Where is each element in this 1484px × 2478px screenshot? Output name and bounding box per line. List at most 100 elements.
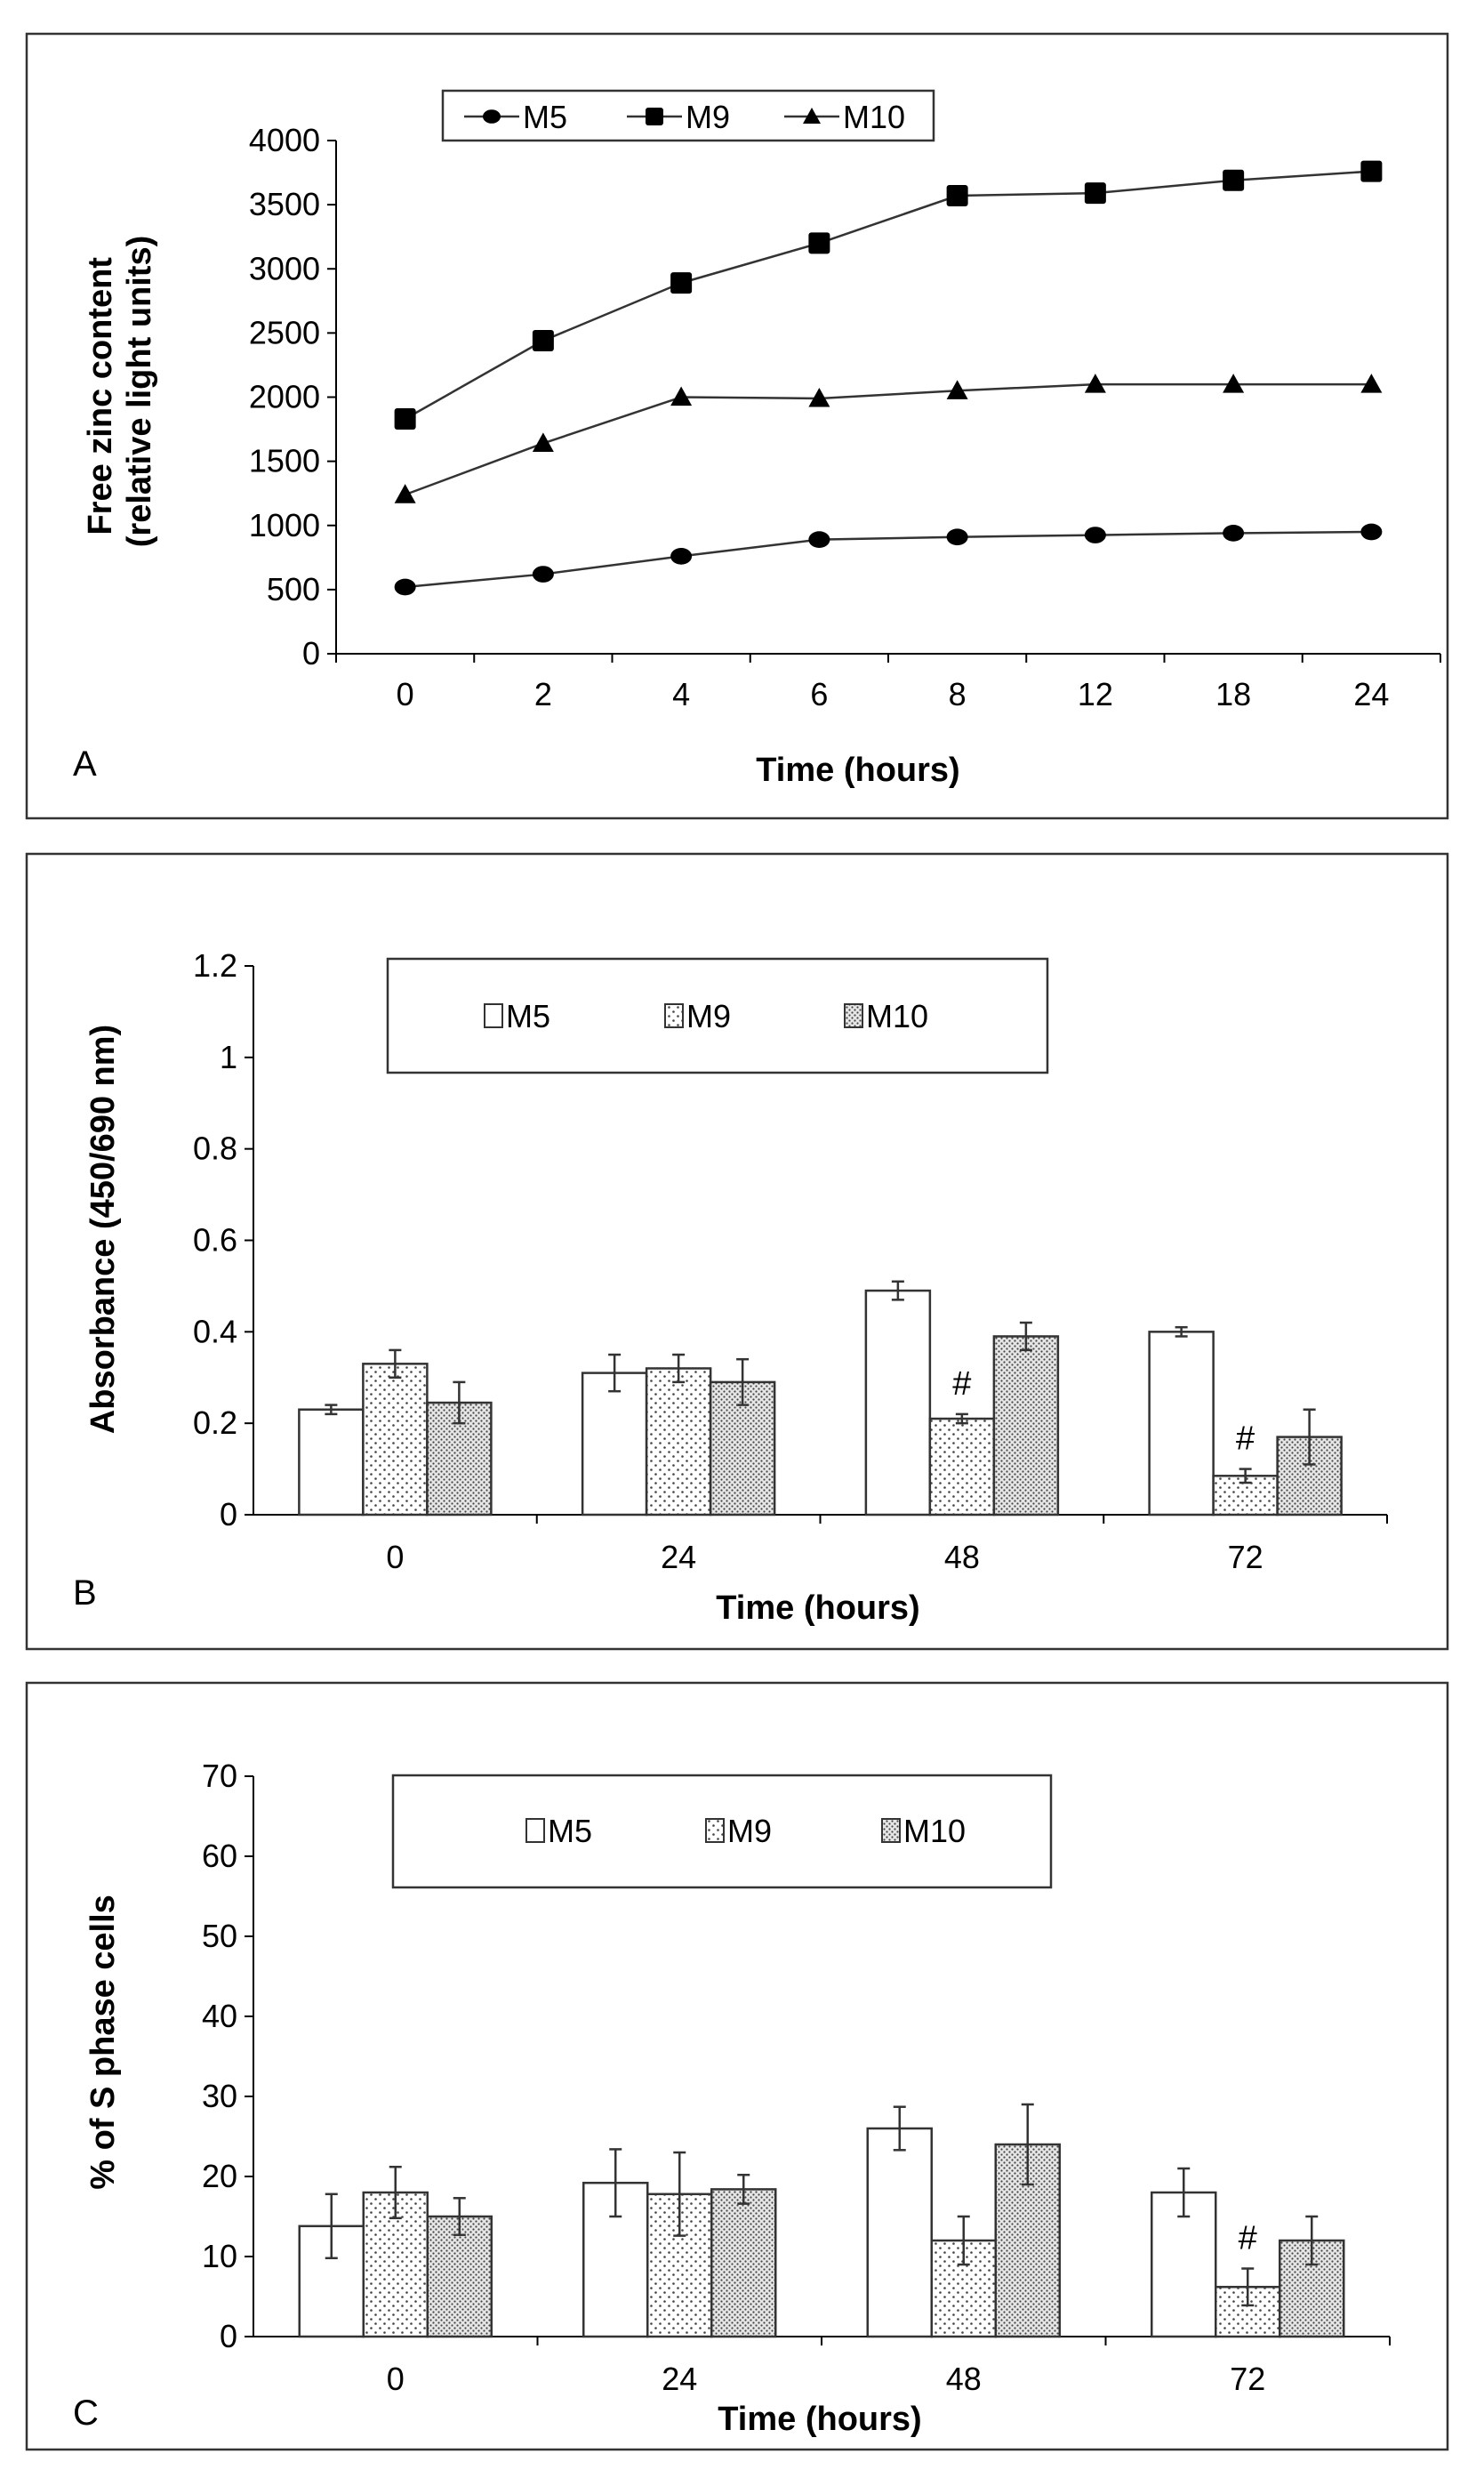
panel-a-ytick-label-2500: 2500 [249, 314, 320, 350]
panel-a-frame [25, 32, 1449, 820]
panel-a-m10-point-24 [1360, 374, 1383, 393]
panel-a-label: A [73, 744, 97, 784]
panel-b-m5-bar-24 [581, 1372, 648, 1517]
panel-c-m5-bar-48 [866, 2127, 933, 2338]
panel-a-m5-point-6 [808, 531, 830, 548]
panel-c-legend-m9-swatch [705, 1818, 725, 1843]
panel-a-m9-point-2 [532, 330, 554, 352]
panel-b-xlabel: Time (hours) [716, 1589, 919, 1627]
panel-c-xtick-label-72: 72 [1230, 2361, 1265, 2397]
panel-a-ytick-label-1500: 1500 [249, 443, 320, 479]
panel-b-m10-bar-48 [992, 1335, 1060, 1517]
panel-a-xtick-label-24: 24 [1353, 676, 1389, 712]
panel-a-legend: M5 M9 M10 [441, 89, 935, 142]
panel-c-ytick-label-40: 40 [202, 1998, 237, 2034]
panel-a-xtick-label-8: 8 [949, 676, 967, 712]
panel-a-m5-point-18 [1223, 525, 1245, 542]
panel-b-legend-items: M5 M9 M10 [484, 998, 928, 1034]
panel-b-m9-bar-48 [928, 1417, 996, 1517]
panel-c-ytick-label-30: 30 [202, 2078, 237, 2114]
panel-b-plot: 0 0.2 0.4 0.6 0.8 1 1.2 0 24 48 72 # # [193, 947, 1388, 1575]
panel-a-legend-m9-marker [646, 108, 663, 125]
panel-b-annotation-72: # [1236, 1420, 1255, 1458]
panel-a-m10-point-12 [1084, 374, 1106, 393]
panel-a-legend-m10-marker [803, 108, 821, 124]
panel-b-xtick-label-72: 72 [1228, 1539, 1263, 1575]
panel-a-xtick-label-12: 12 [1078, 676, 1113, 712]
panel-a-m5-point-12 [1084, 527, 1106, 543]
panel-c-m10-bar-24 [710, 2188, 777, 2338]
panel-a-m10-point-4 [670, 386, 693, 406]
panel-a-m9-point-8 [946, 185, 968, 207]
panel-b-legend-m9-swatch [664, 1003, 684, 1028]
panel-b-m5-bar-72 [1148, 1331, 1215, 1517]
panel-a-m5-line [405, 530, 1372, 589]
panel-a-m9-point-12 [1084, 182, 1106, 205]
panel-a-ytick-label-1000: 1000 [249, 507, 320, 543]
panel-a-m5-point-0 [394, 578, 416, 596]
panel-a-xtick-label-2: 2 [534, 676, 552, 712]
panel-a-ytick-label-3500: 3500 [249, 186, 320, 222]
panel-a-legend-m5-marker [483, 109, 501, 124]
panel-b-legend-m5-swatch [484, 1003, 503, 1028]
panel-a-m5-point-4 [670, 548, 693, 565]
panel-a-legend-box [441, 89, 935, 142]
panel-a-m10-point-18 [1223, 374, 1245, 393]
panel-c-legend-m10-label: M10 [903, 1813, 966, 1849]
panel-c-ylabel: % of S phase cells [84, 1895, 122, 2190]
panel-c-label: C [73, 2394, 99, 2433]
panel-a-ylabel-line1: Free zinc content [82, 257, 119, 535]
panel-c: 0 10 20 30 40 50 60 70 0 24 48 72 # C Time (hours) %… [25, 1681, 1449, 2451]
panel-a-ytick-label-2000: 2000 [249, 379, 320, 415]
panel-b-annotation-48: # [952, 1365, 971, 1403]
panel-c-legend: M5 M9 M10 [391, 1774, 1053, 1889]
panel-c-legend-m9-label: M9 [727, 1813, 772, 1849]
panel-a-xtick-label-6: 6 [810, 676, 828, 712]
panel-b-m9-bar-0 [362, 1363, 429, 1517]
panel-c-xtick-label-24: 24 [662, 2361, 697, 2397]
panel-a-m10-point-8 [946, 380, 968, 399]
panel-b-m9-bar-24 [645, 1367, 712, 1517]
panel-a-xtick-label-0: 0 [397, 676, 414, 712]
panel-a-m5-point-2 [532, 566, 554, 583]
panel-b-ytick-label-0: 0 [220, 1496, 237, 1533]
panel-b-xtick-label-24: 24 [661, 1539, 696, 1575]
panel-c-xtick-label-0: 0 [387, 2361, 405, 2397]
panel-b-ytick-label-1: 1 [220, 1039, 237, 1075]
panel-c-legend-m5-label: M5 [548, 1813, 592, 1849]
panel-a-legend-m10-label: M10 [843, 99, 905, 135]
panel-c-m10-bar-0 [426, 2215, 493, 2338]
panel-c-legend-m5-swatch [525, 1818, 545, 1843]
panel-a-m9-line [405, 170, 1372, 421]
panel-b-m5-bar-0 [298, 1408, 365, 1517]
panel-c-xlabel: Time (hours) [718, 2401, 921, 2438]
panel-a-m10-point-0 [394, 484, 416, 503]
panel-c-ytick-label-10: 10 [202, 2238, 237, 2274]
panel-a-m9-point-24 [1360, 160, 1383, 182]
panel-a-m9-point-0 [394, 408, 416, 430]
panel-c-ytick-label-0: 0 [220, 2318, 237, 2354]
panel-b-legend-m10-label: M10 [866, 998, 928, 1034]
panel-a-m9-point-6 [808, 232, 830, 254]
panel-c-legend-m10-swatch [881, 1818, 901, 1843]
panel-b-legend: M5 M9 M10 [386, 957, 1049, 1074]
panel-b-ytick-label-0-8: 0.8 [193, 1130, 237, 1167]
panel-a-m9-point-4 [670, 272, 693, 294]
panel-b-legend-m5-label: M5 [506, 998, 550, 1034]
panel-a-m10-point-2 [532, 432, 554, 453]
panel-a-m5-point-24 [1360, 523, 1383, 541]
panel-c-ytick-label-20: 20 [202, 2158, 237, 2194]
panel-b-xtick-label-48: 48 [944, 1539, 980, 1575]
panel-a-xlabel: Time (hours) [756, 752, 959, 789]
panel-a-xtick-label-4: 4 [672, 676, 690, 712]
panel-a-ytick-label-0: 0 [302, 635, 320, 672]
panel-a-ytick-label-4000: 4000 [249, 122, 320, 158]
panel-c-xtick-label-48: 48 [946, 2361, 982, 2397]
panel-b-m5-bar-48 [864, 1289, 932, 1517]
panel-a-ylabel-line2: (relative light units) [121, 236, 158, 547]
panel-a-legend-items: M5 M9 M10 [464, 99, 905, 135]
panel-b-ytick-label-0-2: 0.2 [193, 1404, 237, 1441]
